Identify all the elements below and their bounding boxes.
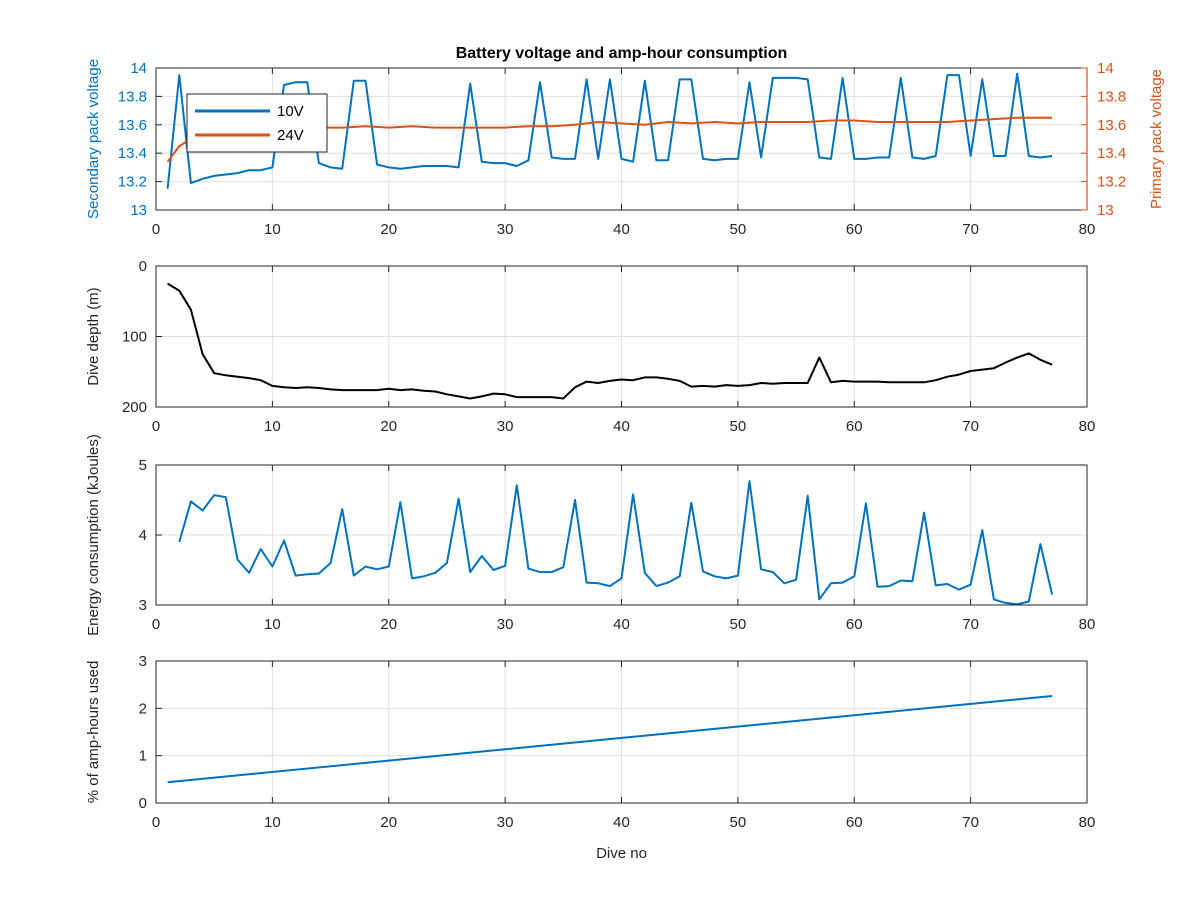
y-tick-label: 3: [139, 653, 147, 670]
x-tick-label: 10: [264, 221, 281, 238]
y-right-tick-label: 13.4: [1097, 145, 1126, 162]
x-tick-label: 10: [264, 814, 281, 831]
legend-label-24v: 24V: [277, 127, 304, 144]
chart-title: Battery voltage and amp-hour consumption: [456, 45, 788, 62]
panel-1: 0 10 20 30 40 50 60 70 801313.213.413.613.814131…: [85, 45, 1165, 238]
x-axis-label: Dive no: [596, 845, 647, 862]
y-tick-label: 0: [139, 258, 147, 275]
x-tick-label: 0: [152, 418, 160, 435]
y-tick-label: 13.4: [118, 145, 147, 162]
panel-2: 0 10 20 30 40 50 60 70 80 0 100 200 Dive depth (m): [85, 258, 1095, 435]
y-tick-label: 100: [122, 329, 147, 346]
x-tick-label: 80: [1079, 418, 1096, 435]
y-tick-label: 2: [139, 700, 147, 717]
x-tick-label: 30: [497, 814, 514, 831]
x-tick-label: 40: [613, 616, 630, 633]
panel-3: 0 10 20 30 40 50 60 70 80 3 4 5 Energy consumption (…: [85, 434, 1095, 636]
y-right-tick-label: 13.6: [1097, 117, 1126, 134]
x-tick-label: 10: [264, 616, 281, 633]
y-axis-label: Energy consumption (kJoules): [85, 434, 102, 636]
x-tick-label: 70: [962, 221, 979, 238]
x-tick-label: 40: [613, 221, 630, 238]
x-tick-label: 40: [613, 814, 630, 831]
x-tick-label: 0: [152, 814, 160, 831]
y-tick-label: 13.6: [118, 117, 147, 134]
y-right-axis-label: Primary pack voltage: [1148, 69, 1165, 209]
legend-label-10v: 10V: [277, 103, 304, 120]
x-tick-label: 50: [730, 814, 747, 831]
y-tick-label: 14: [130, 60, 147, 77]
x-tick-label: 30: [497, 221, 514, 238]
x-tick-label: 60: [846, 221, 863, 238]
x-tick-label: 60: [846, 616, 863, 633]
x-tick-label: 20: [380, 814, 397, 831]
y-right-tick-label: 13: [1097, 202, 1114, 219]
series-line-1: [178, 480, 1054, 606]
legend-box: [186, 93, 328, 153]
x-tick-label: 70: [962, 616, 979, 633]
x-tick-label: 60: [846, 814, 863, 831]
x-tick-label: 60: [846, 418, 863, 435]
y-axis-label: Secondary pack voltage: [85, 59, 102, 219]
x-tick-label: 0: [152, 221, 160, 238]
y-axis-label: Dive depth (m): [85, 287, 102, 385]
y-right-tick-label: 13.2: [1097, 174, 1126, 191]
x-tick-label: 80: [1079, 616, 1096, 633]
x-tick-label: 20: [380, 221, 397, 238]
x-tick-label: 30: [497, 616, 514, 633]
y-tick-label: 13: [130, 202, 147, 219]
y-tick-label: 1: [139, 748, 147, 765]
x-tick-label: 0: [152, 616, 160, 633]
x-tick-label: 20: [380, 418, 397, 435]
y-tick-label: 0: [139, 795, 147, 812]
x-tick-label: 10: [264, 418, 281, 435]
x-tick-label: 80: [1079, 814, 1096, 831]
x-tick-label: 50: [730, 418, 747, 435]
y-right-tick-label: 13.8: [1097, 88, 1126, 105]
y-tick-label: 200: [122, 399, 147, 416]
y-axis-label: % of amp-hours used: [85, 661, 102, 804]
series-line-1: [167, 282, 1053, 400]
x-tick-label: 50: [730, 221, 747, 238]
x-tick-label: 70: [962, 814, 979, 831]
y-tick-label: 5: [139, 457, 147, 474]
x-tick-label: 50: [730, 616, 747, 633]
y-tick-label: 3: [139, 597, 147, 614]
y-right-tick-label: 14: [1097, 60, 1114, 77]
x-tick-label: 30: [497, 418, 514, 435]
x-tick-label: 40: [613, 418, 630, 435]
x-tick-label: 20: [380, 616, 397, 633]
y-tick-label: 13.2: [118, 174, 147, 191]
y-tick-label: 4: [139, 527, 147, 544]
x-tick-label: 70: [962, 418, 979, 435]
y-tick-label: 13.8: [118, 88, 147, 105]
panel-4: 0 10 20 30 40 50 60 70 80 0 1 2 3 % of amp-hours used…: [85, 653, 1095, 862]
x-tick-label: 80: [1079, 221, 1096, 238]
series-line-1: [167, 695, 1053, 784]
